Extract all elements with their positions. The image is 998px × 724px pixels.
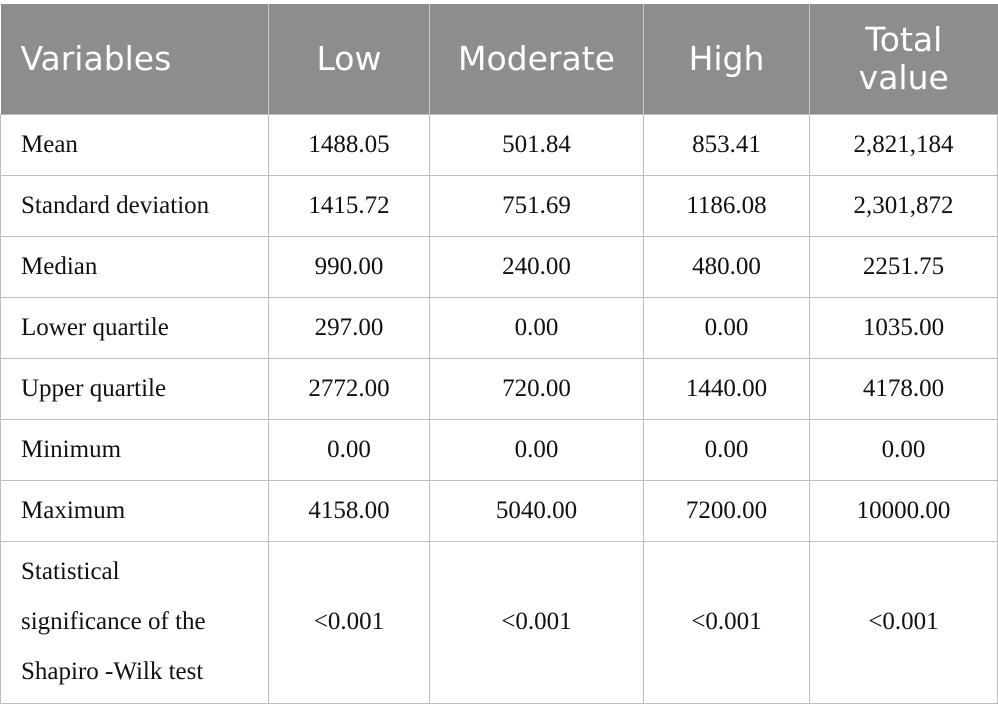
- row-label: Statistical significance of the Shapiro …: [0, 540, 269, 704]
- cell-moderate: 0.00: [429, 296, 644, 359]
- table-row: Lower quartile 297.00 0.00 0.00 1035.00: [0, 296, 998, 359]
- table-row: Median 990.00 240.00 480.00 2251.75: [0, 235, 998, 298]
- cell-low: 0.00: [268, 418, 430, 481]
- header-row: Variables Low Moderate High Total value: [0, 4, 998, 114]
- cell-low: 4158.00: [268, 479, 430, 542]
- cell-moderate: 751.69: [429, 174, 644, 237]
- table-row: Upper quartile 2772.00 720.00 1440.00 41…: [0, 357, 998, 420]
- cell-total: <0.001: [809, 540, 998, 704]
- header-moderate: Moderate: [429, 4, 644, 114]
- table-row: Mean 1488.05 501.84 853.41 2,821,184: [0, 113, 998, 176]
- cell-low: 1415.72: [268, 174, 430, 237]
- row-label: Minimum: [0, 418, 269, 481]
- cell-total: 1035.00: [809, 296, 998, 359]
- cell-low: 2772.00: [268, 357, 430, 420]
- row-label: Maximum: [0, 479, 269, 542]
- header-high: High: [643, 4, 810, 114]
- cell-moderate: 501.84: [429, 113, 644, 176]
- table-body: Mean 1488.05 501.84 853.41 2,821,184 Sta…: [0, 113, 998, 704]
- table-row: Maximum 4158.00 5040.00 7200.00 10000.00: [0, 479, 998, 542]
- row-label: Standard deviation: [0, 174, 269, 237]
- cell-high: 480.00: [643, 235, 810, 298]
- cell-moderate: <0.001: [429, 540, 644, 704]
- cell-moderate: 0.00: [429, 418, 644, 481]
- table-row: Standard deviation 1415.72 751.69 1186.0…: [0, 174, 998, 237]
- cell-low: 990.00: [268, 235, 430, 298]
- header-variables: Variables: [0, 4, 269, 114]
- cell-total: 2,821,184: [809, 113, 998, 176]
- row-label: Mean: [0, 113, 269, 176]
- cell-high: 0.00: [643, 296, 810, 359]
- cell-high: 1440.00: [643, 357, 810, 420]
- row-label: Upper quartile: [0, 357, 269, 420]
- cell-total: 2,301,872: [809, 174, 998, 237]
- cell-high: 853.41: [643, 113, 810, 176]
- cell-low: 297.00: [268, 296, 430, 359]
- statistics-table: Variables Low Moderate High Total value …: [0, 4, 998, 704]
- header-total-value: Total value: [809, 4, 998, 114]
- cell-total: 4178.00: [809, 357, 998, 420]
- cell-high: 0.00: [643, 418, 810, 481]
- cell-total: 10000.00: [809, 479, 998, 542]
- cell-moderate: 5040.00: [429, 479, 644, 542]
- header-low: Low: [268, 4, 430, 114]
- table-header: Variables Low Moderate High Total value: [0, 4, 998, 114]
- cell-moderate: 240.00: [429, 235, 644, 298]
- cell-low: 1488.05: [268, 113, 430, 176]
- cell-total: 2251.75: [809, 235, 998, 298]
- statistics-table-container: Variables Low Moderate High Total value …: [0, 4, 998, 704]
- cell-total: 0.00: [809, 418, 998, 481]
- row-label: Median: [0, 235, 269, 298]
- cell-low: <0.001: [268, 540, 430, 704]
- cell-moderate: 720.00: [429, 357, 644, 420]
- cell-high: 1186.08: [643, 174, 810, 237]
- row-label: Lower quartile: [0, 296, 269, 359]
- table-row: Minimum 0.00 0.00 0.00 0.00: [0, 418, 998, 481]
- table-row: Statistical significance of the Shapiro …: [0, 540, 998, 704]
- cell-high: <0.001: [643, 540, 810, 704]
- cell-high: 7200.00: [643, 479, 810, 542]
